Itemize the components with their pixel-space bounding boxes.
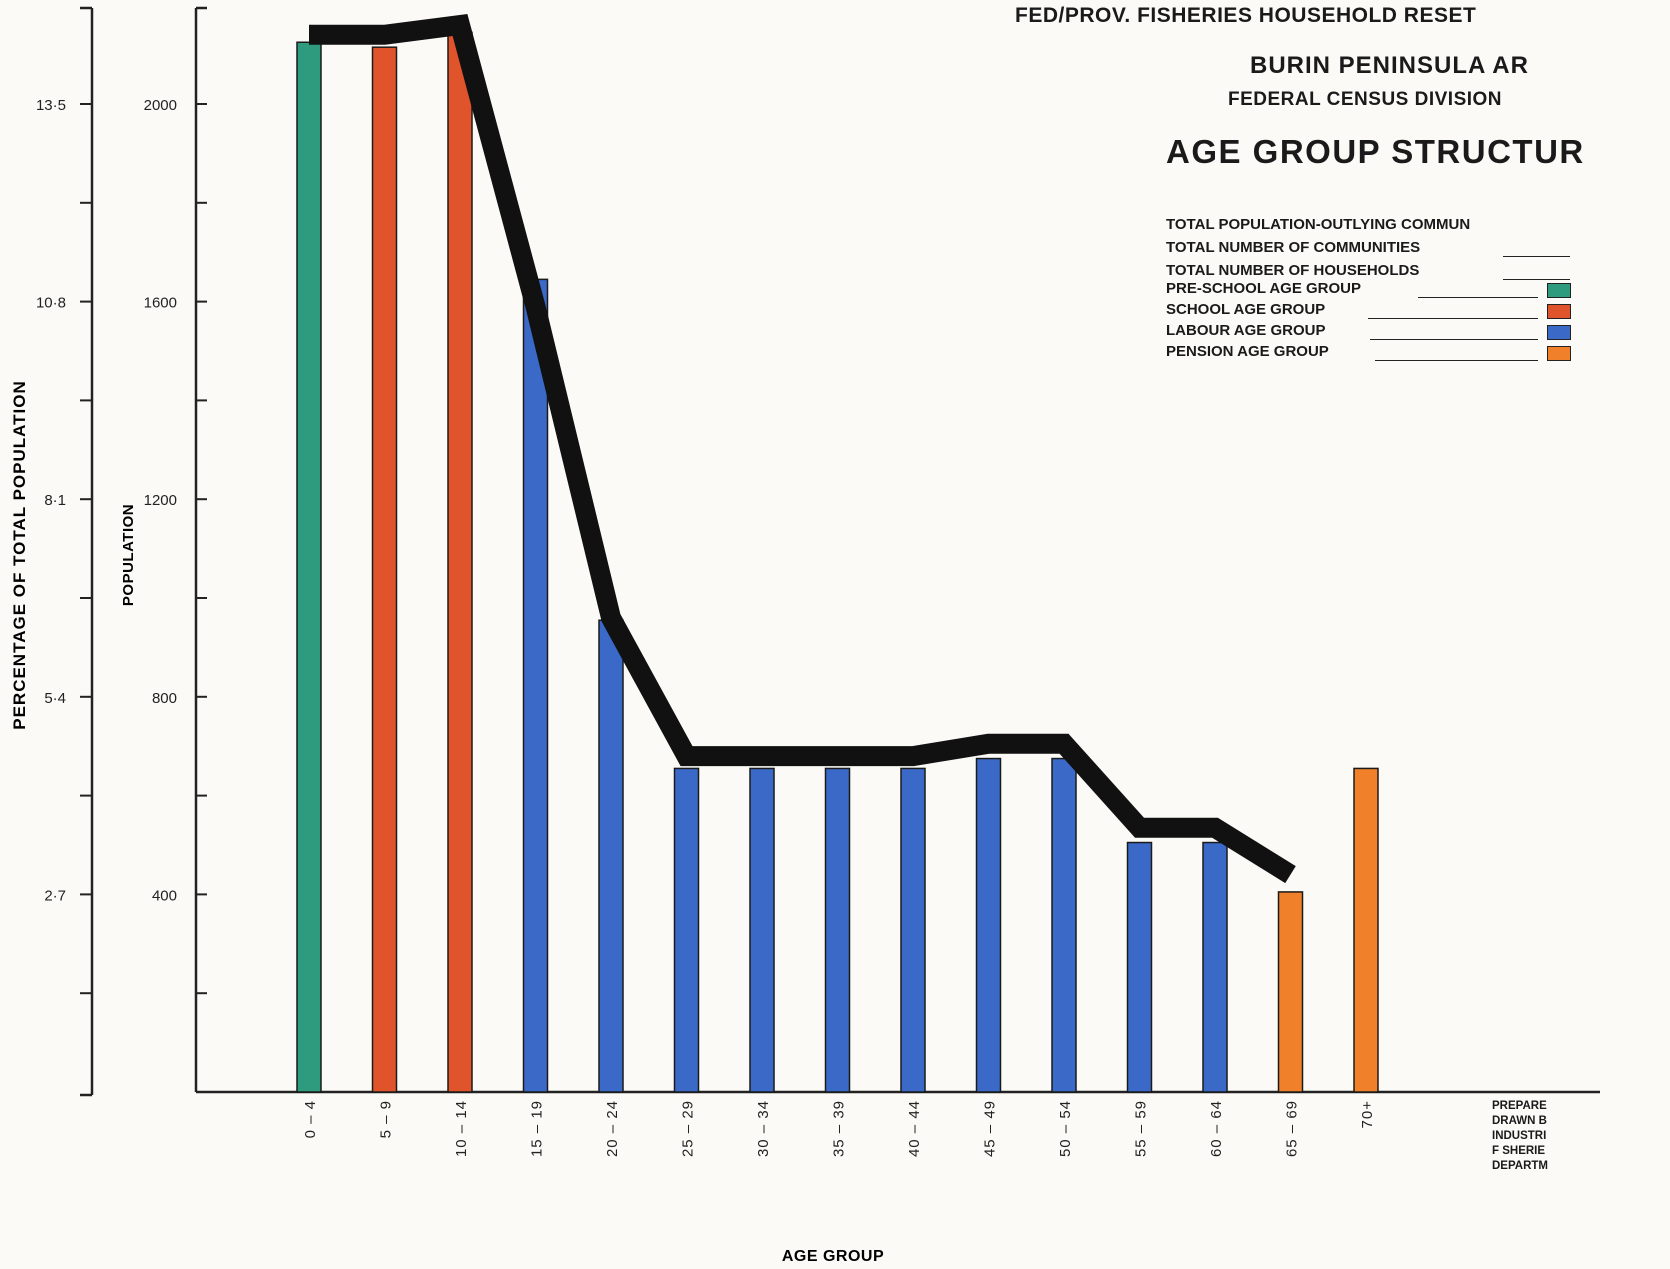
stat-number-households: TOTAL NUMBER OF HOUSEHOLDS (1166, 262, 1420, 279)
bar-55-59 (1126, 841, 1153, 1093)
legend-leader-line (1370, 339, 1538, 340)
legend-label-pension: PENSION AGE GROUP (1166, 343, 1329, 360)
census-division-heading: FEDERAL CENSUS DIVISION (1228, 89, 1503, 110)
legend-swatch-preschool (1547, 283, 1571, 298)
x-tick-label: 40 – 44 (906, 1100, 923, 1157)
percentage-tick-label: 10·8 (36, 295, 66, 312)
x-axis-tick-labels: 0 – 4 5 – 9 10 – 14 15 – 19 20 – 24 25 – 29 30… (302, 1100, 1376, 1157)
x-tick-label: 60 – 64 (1208, 1100, 1225, 1157)
bar-45-49 (975, 757, 1002, 1093)
legend-leader-line (1418, 297, 1538, 298)
x-tick-label: 50 – 54 (1057, 1100, 1074, 1157)
bar-30-34 (749, 767, 775, 1093)
bar-40-44 (900, 767, 926, 1093)
x-tick-label: 0 – 4 (302, 1100, 319, 1138)
footer-note: DRAWN B (1492, 1115, 1547, 1127)
percentage-axis-title: PERCENTAGE OF TOTAL POPULATION (10, 380, 29, 730)
percentage-tick-label: 2·7 (44, 887, 66, 904)
population-tick-label: 1200 (144, 492, 177, 509)
legend-swatch-labour (1547, 325, 1571, 340)
bar-50-54 (1051, 757, 1077, 1093)
x-tick-label: 35 – 39 (831, 1100, 848, 1157)
legend-label-preschool: PRE-SCHOOL AGE GROUP (1166, 280, 1362, 297)
bar-15-19 (522, 278, 549, 1093)
footer-note: DEPARTM (1492, 1160, 1549, 1172)
bar-10-14 (447, 31, 473, 1093)
x-tick-label: 15 – 19 (529, 1100, 546, 1157)
x-tick-label: 45 – 49 (982, 1100, 999, 1157)
legend-leader-line (1368, 318, 1538, 319)
percentage-tick-label: 13·5 (36, 97, 66, 114)
x-tick-label: 30 – 34 (755, 1100, 772, 1157)
stat-blank-line (1503, 279, 1570, 280)
x-axis-title: AGE GROUP (782, 1248, 884, 1265)
legend-swatch-pension (1547, 346, 1571, 361)
legend-label-labour: LABOUR AGE GROUP (1166, 322, 1326, 339)
bar-25-29 (673, 767, 700, 1093)
population-tick-label: 1600 (144, 295, 177, 312)
x-tick-label: 5 – 9 (378, 1100, 395, 1138)
stat-number-communities: TOTAL NUMBER OF COMMUNITIES (1166, 239, 1421, 256)
footer-note: PREPARE (1492, 1100, 1547, 1112)
footer-note: INDUSTRI (1492, 1130, 1547, 1142)
x-tick-label: 70+ (1359, 1100, 1376, 1128)
stat-total-population: TOTAL POPULATION-OUTLYING COMMUN (1166, 216, 1471, 233)
bar-5-9 (371, 46, 398, 1093)
department-heading: FED/PROV. FISHERIES HOUSEHOLD RESET (1015, 4, 1477, 27)
population-tick-label: 400 (152, 887, 177, 904)
area-heading: BURIN PENINSULA AR (1250, 52, 1529, 79)
footer-note: F SHERIE (1492, 1145, 1546, 1157)
bar-20-24 (598, 619, 624, 1093)
legend-swatch-school (1547, 304, 1571, 319)
bars (296, 31, 1379, 1093)
population-axis-tick-labels: 400 800 1200 1600 2000 (144, 97, 177, 904)
x-tick-label: 20 – 24 (604, 1100, 621, 1157)
x-tick-label: 65 – 69 (1284, 1100, 1301, 1157)
population-outline-line (309, 13, 1296, 884)
stat-blank-line (1503, 256, 1570, 257)
bar-60-64 (1202, 841, 1228, 1093)
legend-label-school: SCHOOL AGE GROUP (1166, 301, 1326, 318)
bar-35-39 (824, 767, 851, 1093)
legend-leader-line (1375, 360, 1538, 361)
percentage-tick-label: 5·4 (44, 690, 66, 707)
x-tick-label: 25 – 29 (680, 1100, 697, 1157)
percentage-tick-label: 8·1 (44, 492, 66, 509)
population-axis-title: POPULATION (120, 504, 137, 606)
population-axis-ticks (196, 103, 207, 995)
bar-65-69 (1277, 891, 1304, 1093)
x-tick-label: 10 – 14 (453, 1100, 470, 1157)
population-tick-label: 2000 (144, 97, 177, 114)
population-tick-label: 800 (152, 690, 177, 707)
x-tick-label: 55 – 59 (1133, 1100, 1150, 1157)
chart-title: AGE GROUP STRUCTUR (1166, 133, 1585, 170)
bar-0-4 (296, 41, 322, 1093)
percentage-axis-ticks (80, 103, 92, 995)
bar-70+ (1353, 767, 1379, 1093)
percentage-axis-tick-labels: 2·7 5·4 8·1 10·8 13·5 (36, 97, 66, 904)
